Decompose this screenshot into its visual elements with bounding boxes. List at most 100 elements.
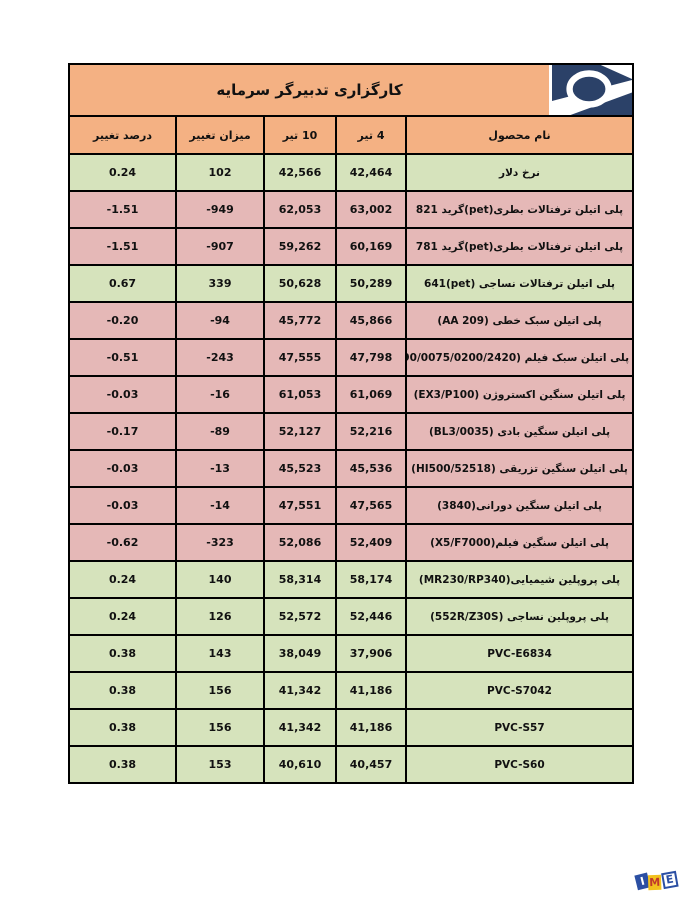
change-percent-cell: 0.38 <box>67 708 178 747</box>
product-name-cell: نرخ دلار <box>405 153 635 192</box>
product-name-cell: پلی اتیلن سنگین اکستروژن (EX3/P100) <box>405 375 635 414</box>
ime-letter-e: E <box>661 870 679 890</box>
change-percent-cell: 0.24 <box>67 597 178 636</box>
change-amount-cell: 126 <box>175 597 266 636</box>
price-tir10-cell: 47,555 <box>263 338 338 377</box>
table-row: PVC-E6834 37,906 38,049 143 0.38 <box>67 634 635 673</box>
price-tir4-cell: 41,186 <box>335 708 408 747</box>
price-tir4-cell: 52,409 <box>335 523 408 562</box>
col-header-change-amount: میزان تغییر <box>175 115 266 155</box>
change-percent-cell: 0.24 <box>67 560 178 599</box>
change-amount-cell: 140 <box>175 560 266 599</box>
product-name-cell: پلی پروپلین نساجی (552R/Z30S) <box>405 597 635 636</box>
col-header-product-name: نام محصول <box>405 115 635 155</box>
price-tir4-cell: 41,186 <box>335 671 408 710</box>
column-header-row: نام محصول 4 تیر 10 تیر میزان تغییر درصد … <box>67 115 635 155</box>
price-tir10-cell: 58,314 <box>263 560 338 599</box>
price-tir4-cell: 47,798 <box>335 338 408 377</box>
change-amount-cell: -16 <box>175 375 266 414</box>
table-row: پلی اتیلن سنگین دورانی(3840) 47,565 47,551… <box>67 486 635 525</box>
change-percent-cell: -0.62 <box>67 523 178 562</box>
change-percent-cell: -0.03 <box>67 486 178 525</box>
table-row: پلی اتیلن سبک فیلم (190/0075/0200/2420)4… <box>67 338 635 377</box>
product-name-cell: پلی اتیلن ترفتالات بطری(pet)گرید 821 <box>405 190 635 229</box>
table-row: پلی پروپلین نساجی (552R/Z30S) 52,446 52,57… <box>67 597 635 636</box>
change-amount-cell: -323 <box>175 523 266 562</box>
change-percent-cell: -1.51 <box>67 190 178 229</box>
change-amount-cell: -89 <box>175 412 266 451</box>
product-name-cell: PVC-S7042 <box>405 671 635 710</box>
change-amount-cell: -243 <box>175 338 266 377</box>
change-percent-cell: -0.51 <box>67 338 178 377</box>
change-percent-cell: -1.51 <box>67 227 178 266</box>
table-row: پلی اتیلن سنگین بادی (BL3/0035) 52,216 52,… <box>67 412 635 451</box>
change-amount-cell: 339 <box>175 264 266 303</box>
price-tir10-cell: 45,523 <box>263 449 338 488</box>
change-amount-cell: -94 <box>175 301 266 340</box>
table-row: پلی اتیلن سبک خطی (AA 209) 45,866 45,772 -9… <box>67 301 635 340</box>
change-amount-cell: -949 <box>175 190 266 229</box>
change-percent-cell: -0.20 <box>67 301 178 340</box>
price-tir4-cell: 47,565 <box>335 486 408 525</box>
price-tir10-cell: 45,772 <box>263 301 338 340</box>
change-amount-cell: -14 <box>175 486 266 525</box>
price-tir10-cell: 47,551 <box>263 486 338 525</box>
price-tir10-cell: 41,342 <box>263 671 338 710</box>
table-row: پلی اتیلن ترفتالات نساجی (pet)641 50,289 5… <box>67 264 635 303</box>
table-row: پلی اتیلن ترفتالات بطری(pet)گرید 821 63,0… <box>67 190 635 229</box>
product-name-cell: PVC-S57 <box>405 708 635 747</box>
product-name-cell: پلی اتیلن سبک فیلم (190/0075/0200/2420) <box>405 338 635 377</box>
title-cell: کارگزاری تدبیرگر سرمایه <box>67 63 635 117</box>
price-tir10-cell: 52,086 <box>263 523 338 562</box>
price-tir10-cell: 61,053 <box>263 375 338 414</box>
price-tir10-cell: 52,572 <box>263 597 338 636</box>
change-percent-cell: 0.38 <box>67 745 178 784</box>
table-row: PVC-S7042 41,186 41,342 156 0.38 <box>67 671 635 710</box>
price-tir4-cell: 60,169 <box>335 227 408 266</box>
product-name-cell: پلی اتیلن سنگین تزریقی (HI500/52518) <box>405 449 635 488</box>
product-name-cell: PVC-E6834 <box>405 634 635 673</box>
price-tir4-cell: 40,457 <box>335 745 408 784</box>
price-tir4-cell: 52,216 <box>335 412 408 451</box>
table-row: پلی اتیلن ترفتالات بطری(pet)گرید 781 60,1… <box>67 227 635 266</box>
product-name-cell: پلی اتیلن سبک خطی (AA 209) <box>405 301 635 340</box>
change-percent-cell: 0.38 <box>67 671 178 710</box>
price-tir4-cell: 42,464 <box>335 153 408 192</box>
price-tir4-cell: 45,866 <box>335 301 408 340</box>
price-tir10-cell: 52,127 <box>263 412 338 451</box>
price-tir10-cell: 41,342 <box>263 708 338 747</box>
price-tir10-cell: 62,053 <box>263 190 338 229</box>
price-tir10-cell: 50,628 <box>263 264 338 303</box>
price-tir10-cell: 38,049 <box>263 634 338 673</box>
price-tir10-cell: 40,610 <box>263 745 338 784</box>
product-name-cell: پلی اتیلن ترفتالات بطری(pet)گرید 781 <box>405 227 635 266</box>
price-table: کارگزاری تدبیرگر سرمایه نام محصول 4 تیر … <box>67 63 635 784</box>
price-tir10-cell: 59,262 <box>263 227 338 266</box>
product-name-cell: PVC-S60 <box>405 745 635 784</box>
change-amount-cell: 156 <box>175 671 266 710</box>
table-row: پلی اتیلن سنگین تزریقی (HI500/52518) 45,5… <box>67 449 635 488</box>
page-title: کارگزاری تدبیرگر سرمایه <box>216 81 403 99</box>
change-amount-cell: 143 <box>175 634 266 673</box>
product-name-cell: پلی اتیلن ترفتالات نساجی (pet)641 <box>405 264 635 303</box>
change-amount-cell: 153 <box>175 745 266 784</box>
title-row: کارگزاری تدبیرگر سرمایه <box>67 63 635 117</box>
price-tir4-cell: 37,906 <box>335 634 408 673</box>
price-tir4-cell: 58,174 <box>335 560 408 599</box>
product-name-cell: پلی اتیلن سنگین فیلم(X5/F7000) <box>405 523 635 562</box>
change-amount-cell: 102 <box>175 153 266 192</box>
change-percent-cell: 0.67 <box>67 264 178 303</box>
price-table-body: نرخ دلار 42,464 42,566 102 0.24 پلی اتیلن ترف… <box>67 153 635 784</box>
col-header-change-percent: درصد تغییر <box>67 115 178 155</box>
price-tir4-cell: 45,536 <box>335 449 408 488</box>
price-tir4-cell: 52,446 <box>335 597 408 636</box>
change-percent-cell: 0.24 <box>67 153 178 192</box>
price-sheet: کارگزاری تدبیرگر سرمایه نام محصول 4 تیر … <box>67 63 635 784</box>
change-percent-cell: -0.03 <box>67 449 178 488</box>
change-amount-cell: 156 <box>175 708 266 747</box>
price-tir4-cell: 50,289 <box>335 264 408 303</box>
table-row: نرخ دلار 42,464 42,566 102 0.24 <box>67 153 635 192</box>
table-row: پلی پروپلین شیمیایی(MR230/RP340) 58,174 58… <box>67 560 635 599</box>
product-name-cell: پلی اتیلن سنگین دورانی(3840) <box>405 486 635 525</box>
